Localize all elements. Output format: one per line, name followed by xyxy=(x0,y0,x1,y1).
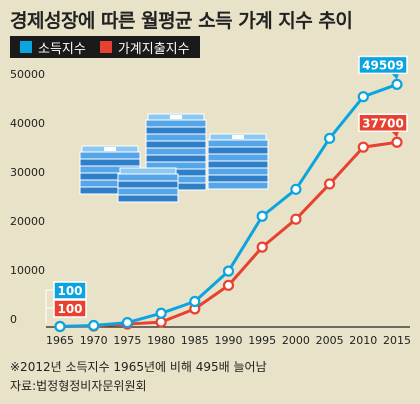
x-tick-label: 1995 xyxy=(248,334,276,347)
data-point-expenditure xyxy=(256,241,268,253)
source-text: 자료:법정형정비자문위원회 xyxy=(10,379,147,393)
data-point-income xyxy=(189,295,201,308)
legend-label-income: 소득지수 xyxy=(38,41,86,57)
legend-label-expenditure: 가계지출지수 xyxy=(117,41,190,57)
series-lines xyxy=(54,78,403,333)
data-point-expenditure xyxy=(324,178,336,190)
x-tick-label: 1965 xyxy=(46,334,74,347)
data-point-income xyxy=(256,210,268,222)
x-tick-label: 2005 xyxy=(316,334,344,347)
x-tick-label: 1990 xyxy=(215,334,243,347)
legend: 소득지수 가계지출지수 xyxy=(10,36,200,58)
data-point-expenditure xyxy=(222,279,235,291)
y-tick-label: 0 xyxy=(10,313,17,326)
y-tick-label: 40000 xyxy=(10,117,45,130)
data-point-income xyxy=(357,91,369,103)
money-stack xyxy=(207,133,269,190)
legend-swatch-income xyxy=(20,41,32,53)
data-point-income xyxy=(222,265,235,277)
callout-expenditure xyxy=(358,113,408,133)
x-tick-label: 1985 xyxy=(181,334,209,347)
callouts: 100 49509 100 37700 xyxy=(45,55,408,325)
legend-swatch-expenditure xyxy=(99,41,112,53)
legend-item-income: 소득지수 xyxy=(20,38,86,57)
y-tick-label: 10000 xyxy=(10,264,45,277)
callout-income xyxy=(358,55,408,75)
data-point-expenditure xyxy=(391,136,403,148)
data-point-expenditure xyxy=(357,141,369,153)
x-tick-label: 2015 xyxy=(383,334,411,347)
callout-expenditure xyxy=(53,299,87,318)
data-point-expenditure xyxy=(290,213,302,225)
footnote: ※2012년 소득지수 1965년에 비해 495배 늘어남 xyxy=(10,360,267,374)
y-axis: 0 10000 20000 30000 40000 50000 xyxy=(10,68,45,326)
x-tick-label: 1970 xyxy=(80,334,108,347)
money-stack xyxy=(79,145,141,195)
legend-item-expenditure: 가계지출지수 xyxy=(99,38,190,57)
money-stack-icon xyxy=(79,113,269,203)
data-label-income: 49509 xyxy=(362,58,404,72)
y-tick-label: 50000 xyxy=(10,68,45,81)
data-point-expenditure xyxy=(155,316,167,328)
y-tick-label: 20000 xyxy=(10,215,45,228)
data-label-income: 100 xyxy=(57,284,82,298)
data-label-expenditure: 37700 xyxy=(362,116,404,130)
data-point-income xyxy=(121,316,134,329)
x-tick-label: 2010 xyxy=(349,334,377,347)
data-point-income xyxy=(88,319,100,332)
money-stack xyxy=(117,167,179,203)
x-axis: 1965 1970 1975 1980 1985 1990 1995 2000 2005 2010… xyxy=(46,326,411,347)
data-point-income xyxy=(324,132,336,144)
data-point-income xyxy=(155,307,167,319)
data-point-income xyxy=(290,183,302,195)
chart-title: 경제성장에 따른 월평균 소득 가계 지수 추이 xyxy=(10,10,353,32)
x-tick-label: 1980 xyxy=(147,334,175,347)
data-point-income xyxy=(391,78,403,91)
data-point-income xyxy=(54,320,66,333)
data-label-expenditure: 100 xyxy=(57,302,82,316)
x-tick-label: 2000 xyxy=(282,334,310,347)
callout-income xyxy=(53,281,87,300)
x-tick-label: 1975 xyxy=(113,334,141,347)
y-tick-label: 30000 xyxy=(10,166,45,179)
